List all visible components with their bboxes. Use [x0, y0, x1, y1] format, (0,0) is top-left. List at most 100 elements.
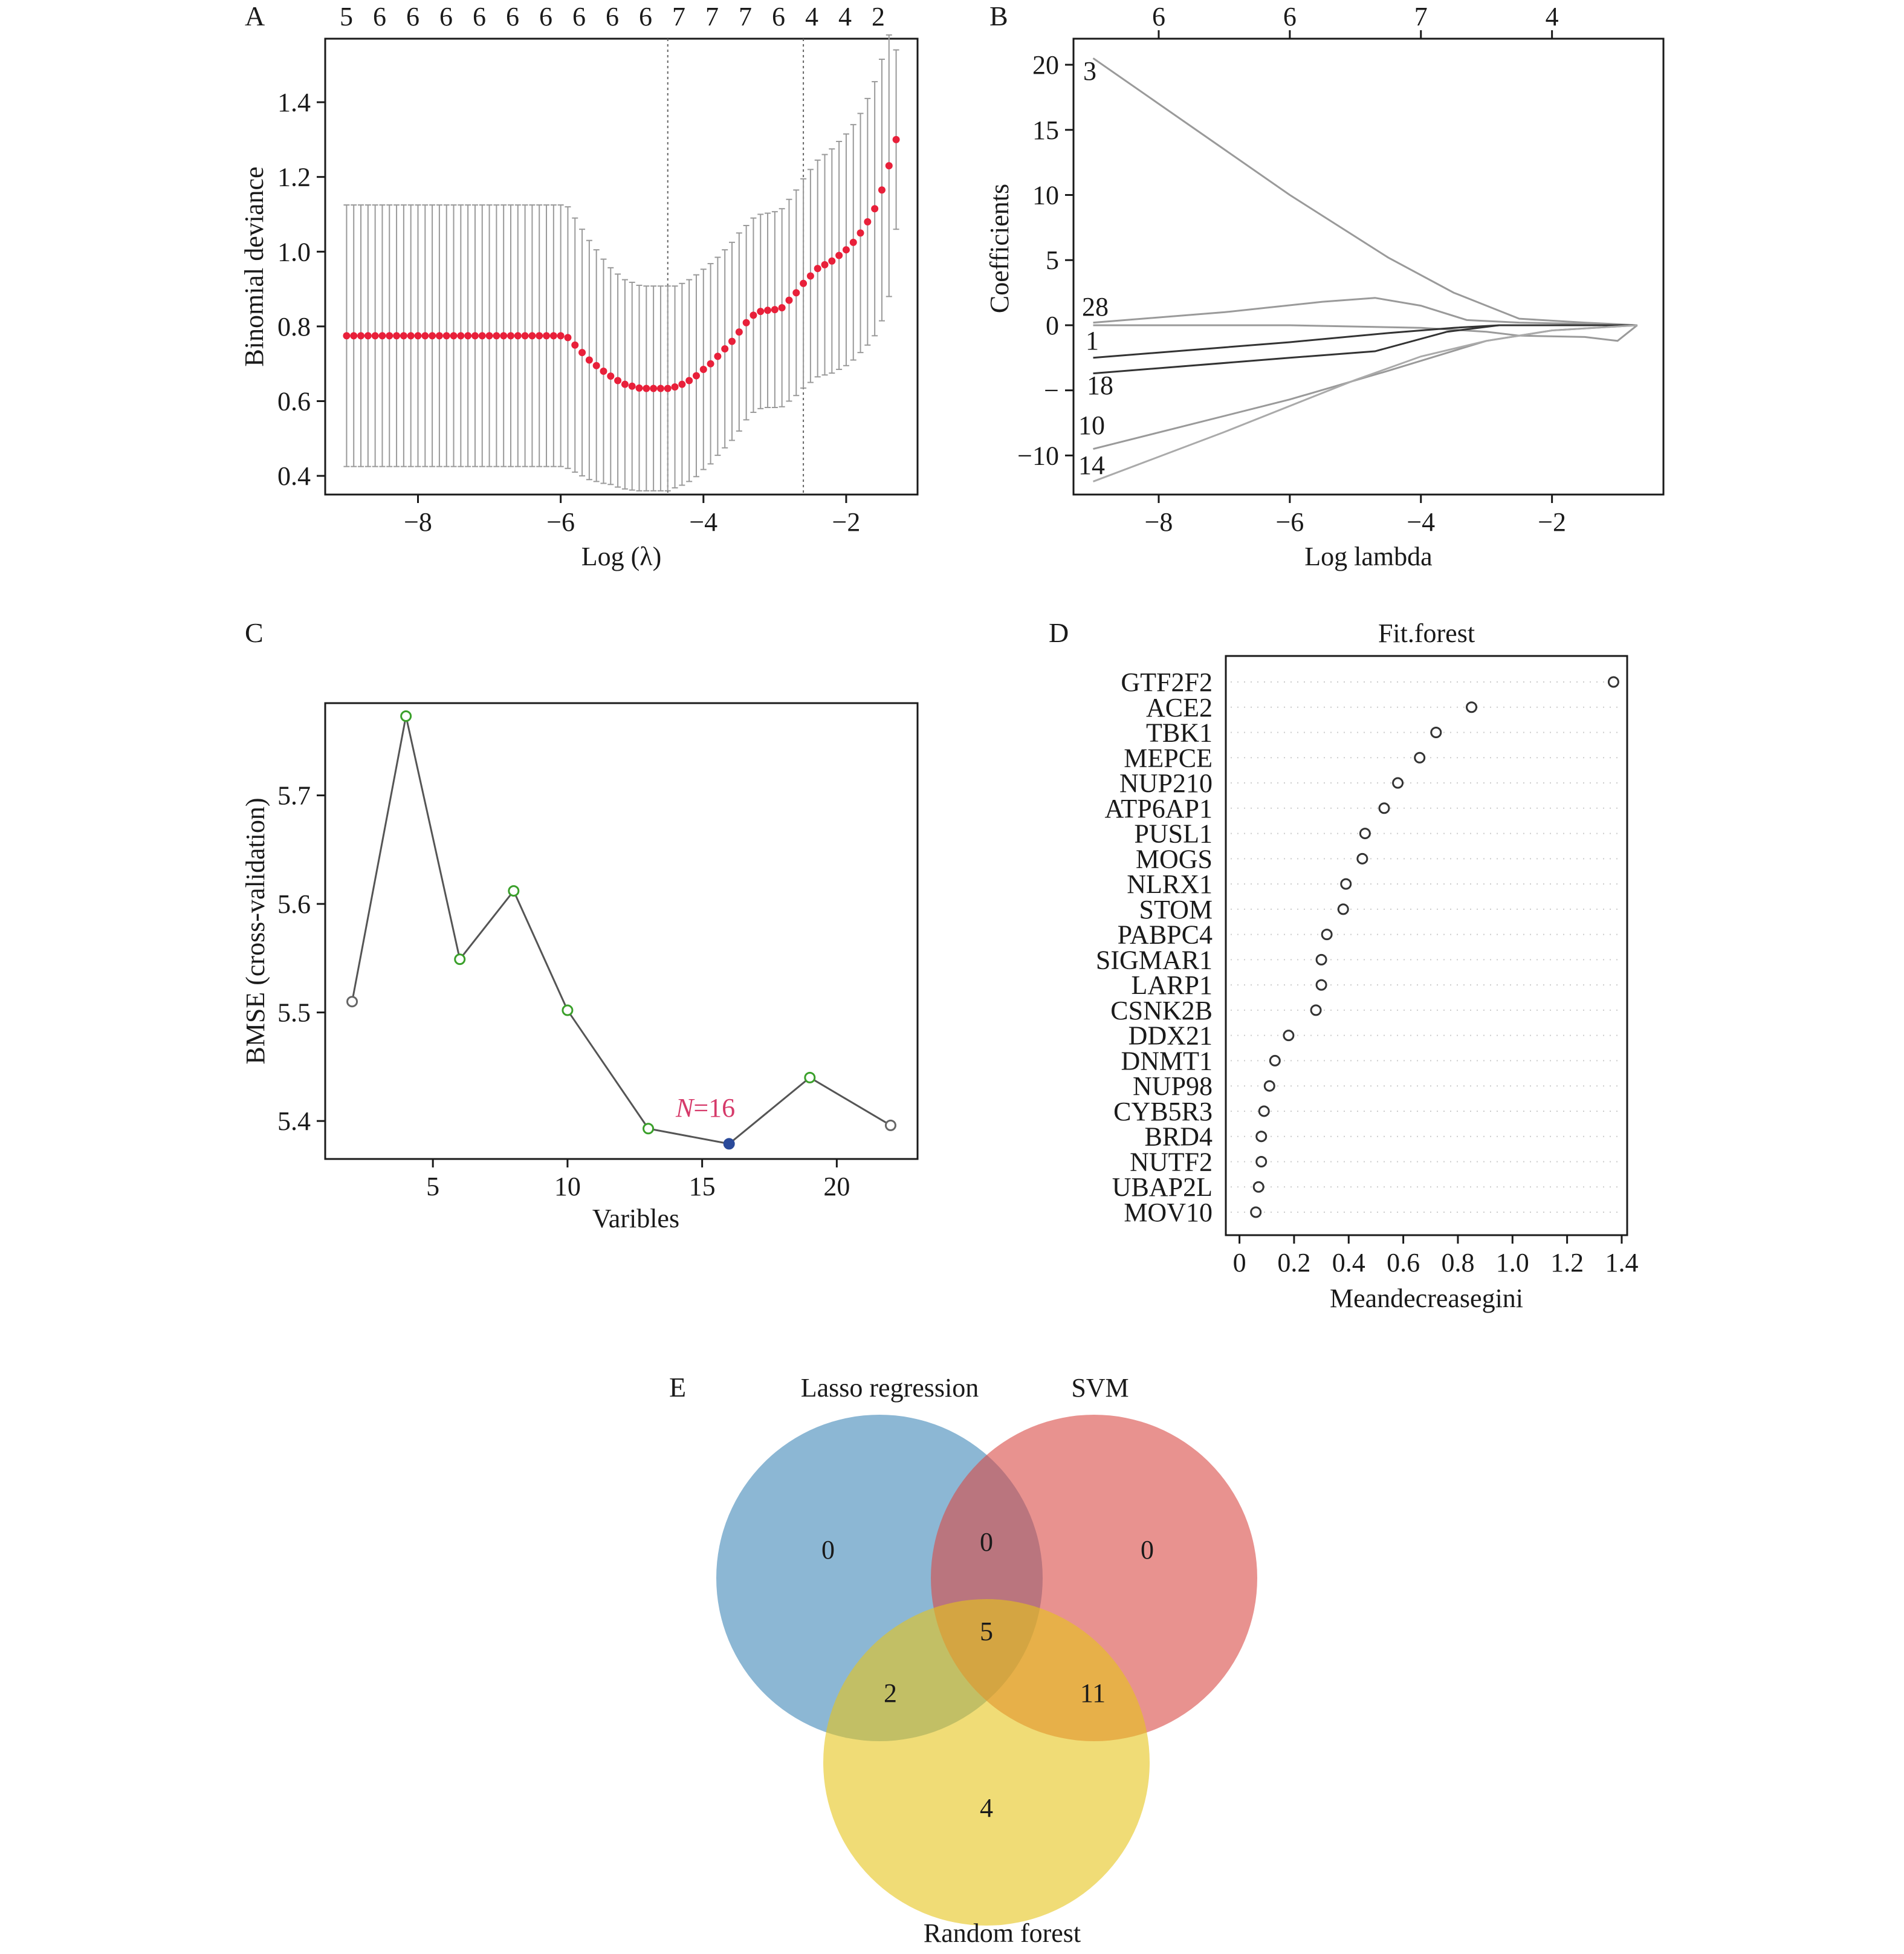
- panel-a-point: [549, 332, 557, 340]
- panel-a-point: [500, 332, 508, 340]
- panel-a-top-label: 4: [838, 2, 852, 31]
- panel-a-point: [764, 307, 772, 314]
- panel-a-point: [671, 383, 679, 391]
- panel-c-x-ticks: 5 10 15 20: [426, 1159, 850, 1201]
- panel-a-point: [386, 332, 393, 340]
- panel-c-annotation: N=16: [675, 1093, 735, 1123]
- panel-a-point: [343, 332, 351, 340]
- panel-a-top-label: 6: [406, 2, 419, 31]
- panel-a-point: [421, 332, 429, 340]
- panel-a-point: [621, 380, 629, 388]
- panel-d-row-label: NLRX1: [1127, 869, 1213, 899]
- panel-a-point: [442, 332, 450, 340]
- panel-a-point: [864, 218, 872, 226]
- panel-d-row-label: PABPC4: [1118, 920, 1213, 950]
- panel-b-top-axis-labels: 6 6 7 4: [1152, 2, 1559, 39]
- panel-b-coefficient-path-plot: 3 28 1 18 10 14 −8 −6 −4 −2 −10 − 0 5 10 15 20 6 6 7 4 Lo…: [985, 2, 1665, 571]
- panel-b-frame: [1072, 37, 1665, 496]
- panel-b-y-tick-label: 5: [1046, 245, 1059, 275]
- panel-a-x-ticks: −8 −6 −4 −2: [404, 495, 860, 537]
- panel-a-point: [536, 332, 543, 340]
- panel-a-y-tick-label: 1.2: [277, 163, 311, 192]
- panel-b-path: [1092, 57, 1637, 326]
- panel-c-annotation-value: =16: [693, 1093, 735, 1123]
- panel-a-y-label: Binomial deviance: [239, 166, 269, 366]
- panel-b-x-label: Log lambda: [1304, 542, 1432, 571]
- panel-b-path-label: 10: [1078, 411, 1105, 440]
- panel-b-x-tick-label: −6: [1275, 507, 1304, 537]
- panel-d-row-label: LARP1: [1132, 970, 1213, 1000]
- panel-b-x-ticks: −8 −6 −4 −2: [1145, 495, 1566, 537]
- panel-c-point: [804, 1071, 816, 1083]
- panel-a-point: [828, 257, 836, 265]
- panel-a-point: [757, 308, 765, 316]
- panel-b-y-tick-label: 10: [1032, 181, 1059, 210]
- panel-d-point: [1359, 828, 1371, 840]
- panel-c-x-tick-label: 5: [426, 1172, 439, 1201]
- panel-b-path: [1093, 324, 1637, 482]
- panel-a-point: [771, 306, 779, 314]
- panel-a-point: [364, 332, 372, 340]
- panel-b-path-label: 18: [1087, 371, 1113, 400]
- panel-a-top-label: 7: [672, 2, 685, 31]
- panel-d-x-tick-label: 0.2: [1277, 1248, 1310, 1277]
- panel-label-d: D: [1049, 617, 1069, 648]
- panel-label-a: A: [245, 1, 265, 31]
- panel-d-point: [1255, 1155, 1268, 1167]
- panel-c-frame: [324, 702, 919, 1160]
- panel-d-point: [1310, 1004, 1322, 1016]
- panel-a-top-label: 7: [739, 2, 752, 31]
- panel-a-top-label: 6: [439, 2, 453, 31]
- panel-a-point: [885, 162, 893, 170]
- panel-a-point: [692, 372, 700, 380]
- venn-count-svm-rf: 11: [1080, 1678, 1106, 1708]
- panel-a-point: [493, 332, 500, 340]
- panel-a-y-tick-label: 1.0: [277, 237, 311, 267]
- panel-d-point: [1250, 1206, 1262, 1218]
- panel-a-point: [514, 332, 522, 340]
- panel-label-e: E: [669, 1372, 686, 1403]
- panel-a-point: [464, 332, 472, 340]
- panel-d-point: [1263, 1080, 1275, 1092]
- panel-a-point: [785, 296, 793, 304]
- panel-a-point: [571, 341, 579, 349]
- panel-d-row-label: ATP6AP1: [1105, 794, 1213, 823]
- panel-d-point: [1430, 727, 1442, 739]
- panel-a-point: [400, 332, 407, 340]
- panel-b-path: [1093, 297, 1637, 326]
- panel-c-point: [562, 1004, 574, 1016]
- panel-d-point: [1607, 676, 1619, 688]
- panel-b-path: [1093, 324, 1637, 450]
- panel-a-point: [507, 332, 514, 340]
- panel-d-point: [1337, 903, 1349, 915]
- panel-d-row-label: NUP98: [1133, 1071, 1213, 1101]
- panel-a-point: [378, 332, 386, 340]
- panel-a-error-bars: [343, 34, 899, 492]
- panel-a-point: [357, 332, 365, 340]
- panel-a-point: [800, 279, 808, 287]
- panel-d-point: [1340, 878, 1352, 890]
- panel-b-path-labels: 3 28 1 18 10 14: [1078, 56, 1113, 480]
- panel-a-frame: [324, 37, 919, 496]
- panel-d-point: [1258, 1105, 1270, 1117]
- panel-d-row-label: MEPCE: [1124, 743, 1213, 773]
- panel-a-point: [806, 272, 814, 280]
- panel-d-row-label: NUTF2: [1130, 1147, 1213, 1177]
- panel-a-point: [792, 289, 800, 297]
- panel-d-x-tick-label: 0.4: [1332, 1248, 1365, 1277]
- panel-a-point: [814, 265, 821, 273]
- panel-c-point: [400, 710, 412, 722]
- panel-a-point: [892, 135, 900, 143]
- panel-d-row-label: TBK1: [1146, 718, 1213, 748]
- panel-c-x-tick-label: 15: [689, 1172, 716, 1201]
- panel-b-path-label: 28: [1082, 292, 1109, 322]
- panel-a-point: [878, 186, 886, 194]
- panel-d-point: [1414, 751, 1426, 764]
- venn-count-lasso-rf: 2: [884, 1678, 897, 1708]
- panel-b-y-tick-label: −: [1044, 376, 1059, 406]
- panel-a-point: [429, 332, 436, 340]
- panel-b-y-tick-label: 0: [1046, 311, 1059, 340]
- panel-a-point: [564, 334, 572, 342]
- panel-a-point: [728, 337, 736, 345]
